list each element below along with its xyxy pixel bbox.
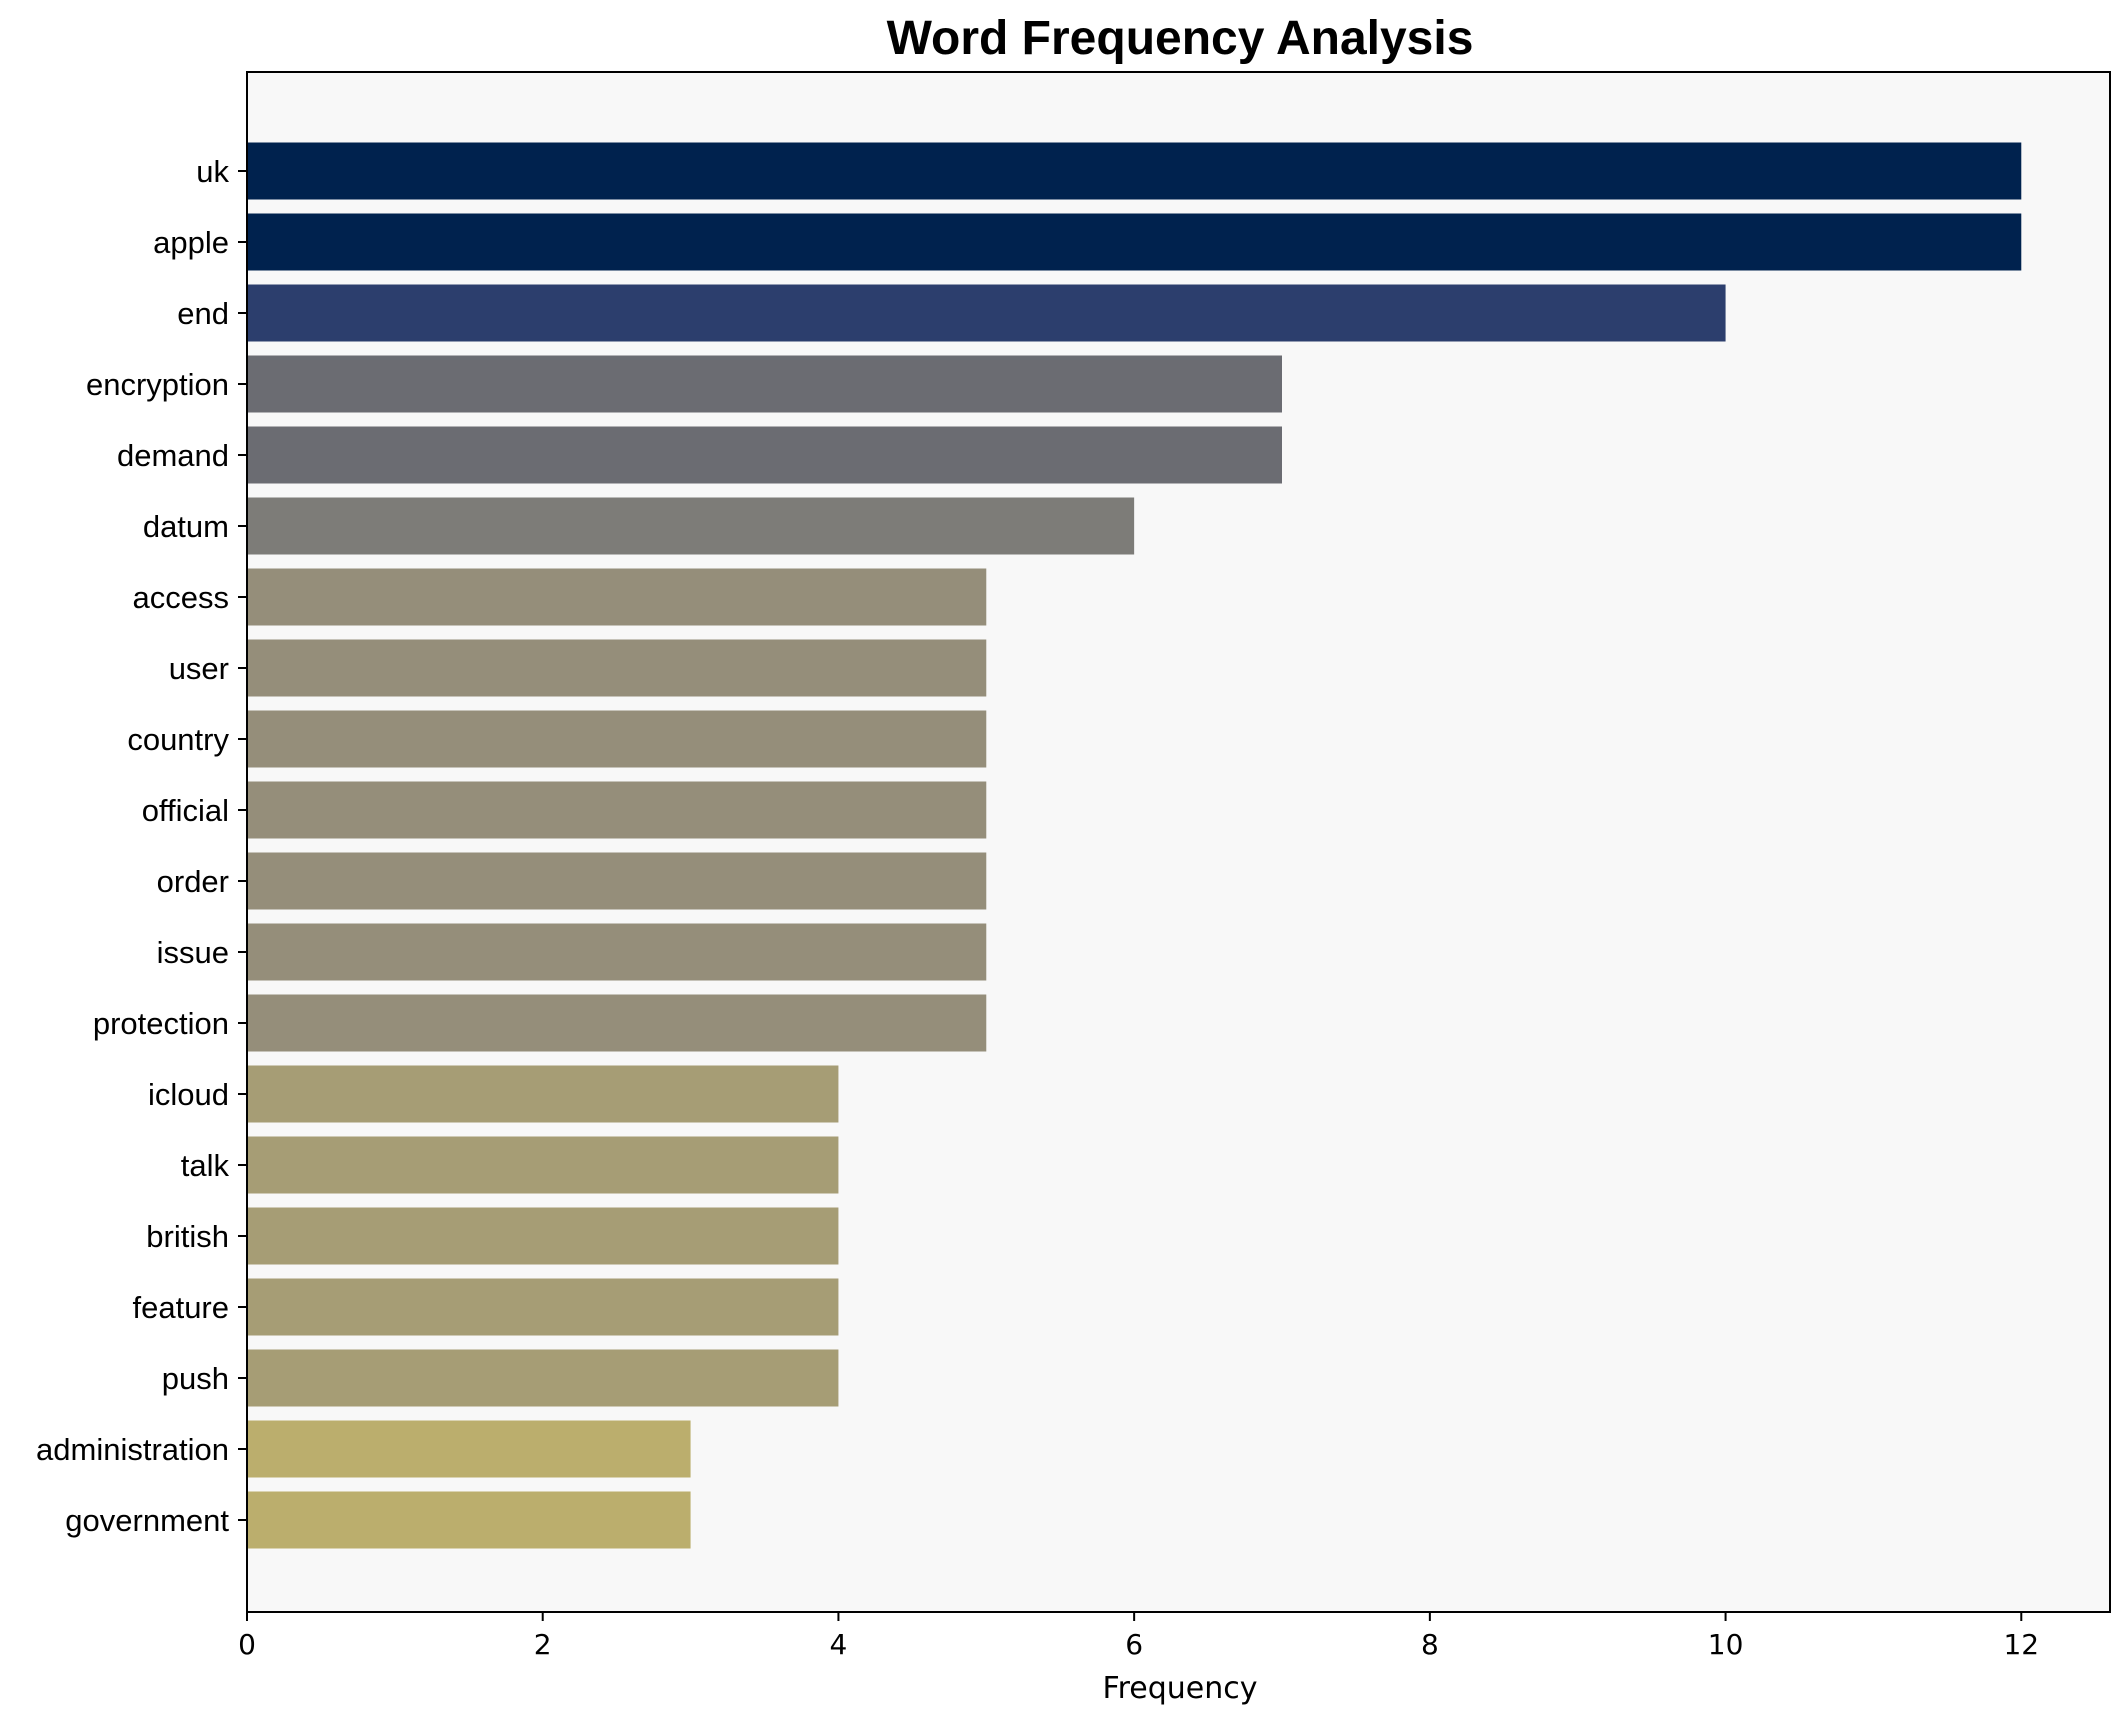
x-tick-label-0: 0 — [238, 1628, 256, 1661]
x-tick-label-8: 8 — [1421, 1628, 1439, 1661]
bar-uk — [247, 142, 2022, 200]
category-label-user: user — [169, 651, 229, 686]
category-label-uk: uk — [196, 154, 229, 189]
category-label-end: end — [177, 296, 229, 331]
category-label-encryption: encryption — [86, 367, 229, 402]
category-label-country: country — [127, 722, 229, 757]
category-label-administration: administration — [36, 1432, 229, 1467]
category-labels: uk apple end encryption demand datum access use… — [36, 154, 247, 1538]
category-label-order: order — [157, 864, 229, 899]
bar-talk — [247, 1136, 839, 1194]
x-tick-label-10: 10 — [1708, 1628, 1744, 1661]
bar-datum — [247, 497, 1135, 555]
category-label-push: push — [162, 1361, 229, 1396]
x-tick-label-12: 12 — [2003, 1628, 2039, 1661]
bar-user — [247, 639, 987, 697]
bar-icloud — [247, 1065, 839, 1123]
category-label-access: access — [133, 580, 229, 615]
x-tick-label-6: 6 — [1125, 1628, 1143, 1661]
bar-country — [247, 710, 987, 768]
x-axis-label: Frequency — [1103, 1671, 1258, 1706]
category-label-government: government — [65, 1503, 229, 1538]
category-label-feature: feature — [132, 1290, 229, 1325]
category-label-icloud: icloud — [148, 1077, 229, 1112]
category-label-demand: demand — [117, 438, 229, 473]
category-label-talk: talk — [181, 1148, 230, 1183]
x-tick-label-4: 4 — [830, 1628, 848, 1661]
x-axis-ticks: 0 2 4 6 8 10 12 — [238, 1612, 2039, 1661]
bar-access — [247, 568, 987, 626]
bar-issue — [247, 923, 987, 981]
chart-title: Word Frequency Analysis — [887, 12, 1474, 65]
bar-demand — [247, 426, 1282, 484]
category-label-official: official — [142, 793, 229, 828]
plot-frame — [246, 71, 2111, 1613]
category-label-issue: issue — [157, 935, 229, 970]
bar-british — [247, 1207, 839, 1265]
bars-group — [247, 142, 2022, 1549]
category-label-protection: protection — [93, 1006, 229, 1041]
bar-protection — [247, 994, 987, 1052]
bar-government — [247, 1491, 691, 1549]
bar-feature — [247, 1278, 839, 1336]
category-label-british: british — [146, 1219, 229, 1254]
bar-push — [247, 1349, 839, 1407]
bar-official — [247, 781, 987, 839]
bar-end — [247, 284, 1726, 342]
bar-administration — [247, 1420, 691, 1478]
bar-apple — [247, 213, 2022, 271]
bar-encryption — [247, 355, 1282, 413]
bar-order — [247, 852, 987, 910]
category-label-datum: datum — [143, 509, 229, 544]
x-tick-label-2: 2 — [534, 1628, 552, 1661]
category-label-apple: apple — [153, 225, 229, 260]
